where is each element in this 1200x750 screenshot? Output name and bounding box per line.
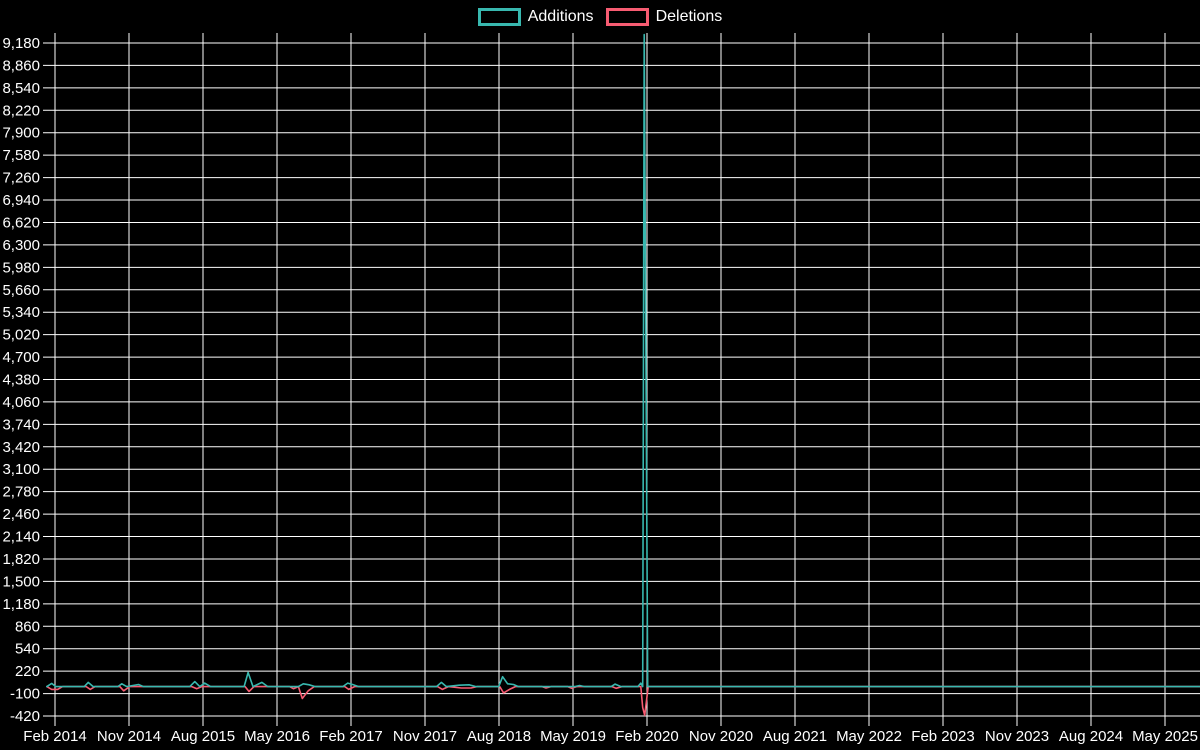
x-axis-tick-label: Nov 2014 (97, 728, 161, 745)
y-axis-tick-label: 860 (15, 618, 40, 635)
y-axis-tick-label: 3,740 (2, 416, 40, 433)
x-axis-tick-label: Feb 2020 (615, 728, 678, 745)
additions-swatch-icon (477, 7, 521, 26)
y-axis-tick-label: 1,500 (2, 573, 40, 590)
x-axis-tick-label: Aug 2021 (763, 728, 827, 745)
y-axis-tick-label: 1,180 (2, 596, 40, 613)
legend-item-deletions[interactable]: Deletions (605, 7, 723, 26)
x-axis-tick-label: Nov 2023 (985, 728, 1049, 745)
x-axis-tick-label: May 2019 (540, 728, 606, 745)
y-axis-tick-label: 7,580 (2, 147, 40, 164)
y-axis-tick-label: 7,900 (2, 125, 40, 142)
y-axis-tick-label: 2,780 (2, 484, 40, 501)
y-axis-tick-label: 540 (15, 641, 40, 658)
y-axis-tick-label: 5,660 (2, 282, 40, 299)
x-axis-tick-label: Nov 2020 (689, 728, 753, 745)
x-axis-tick-label: May 2025 (1132, 728, 1198, 745)
y-axis-tick-label: 4,060 (2, 394, 40, 411)
x-axis-tick-label: May 2022 (836, 728, 902, 745)
x-axis-tick-label: Feb 2017 (319, 728, 382, 745)
x-axis-tick-label: Aug 2018 (467, 728, 531, 745)
x-axis-tick-label: Feb 2023 (911, 728, 974, 745)
y-axis-tick-label: 5,340 (2, 304, 40, 321)
y-axis-tick-label: 2,140 (2, 529, 40, 546)
legend-label-deletions: Deletions (655, 8, 723, 25)
y-axis-tick-label: 4,700 (2, 349, 40, 366)
y-axis-tick-label: 5,980 (2, 259, 40, 276)
y-axis-tick-label: -100 (10, 686, 40, 703)
x-axis-tick-label: May 2016 (244, 728, 310, 745)
y-axis-tick-label: -420 (10, 708, 40, 725)
y-axis-tick-label: 220 (15, 663, 40, 680)
x-axis-tick-label: Aug 2015 (171, 728, 235, 745)
chart-legend: Additions Deletions (0, 7, 1200, 26)
y-axis-tick-label: 8,860 (2, 57, 40, 74)
y-axis-tick-label: 6,300 (2, 237, 40, 254)
y-axis-tick-label: 3,420 (2, 439, 40, 456)
y-axis-tick-label: 3,100 (2, 461, 40, 478)
deletions-line (45, 685, 1200, 717)
deletions-swatch-icon (605, 7, 649, 26)
y-axis-tick-label: 8,220 (2, 102, 40, 119)
x-axis-tick-label: Aug 2024 (1059, 728, 1123, 745)
y-axis-tick-label: 7,260 (2, 170, 40, 187)
legend-item-additions[interactable]: Additions (477, 7, 594, 26)
legend-label-additions: Additions (527, 8, 594, 25)
y-axis-tick-label: 2,460 (2, 506, 40, 523)
y-axis-tick-label: 1,820 (2, 551, 40, 568)
additions-line (45, 33, 1200, 688)
y-axis-tick-label: 4,380 (2, 372, 40, 389)
y-axis-tick-label: 6,620 (2, 214, 40, 231)
y-axis-tick-label: 5,020 (2, 327, 40, 344)
y-axis-tick-label: 6,940 (2, 192, 40, 209)
y-axis-tick-label: 9,180 (2, 35, 40, 52)
y-axis-tick-label: 8,540 (2, 80, 40, 97)
x-axis-tick-label: Feb 2014 (23, 728, 86, 745)
x-axis-tick-label: Nov 2017 (393, 728, 457, 745)
